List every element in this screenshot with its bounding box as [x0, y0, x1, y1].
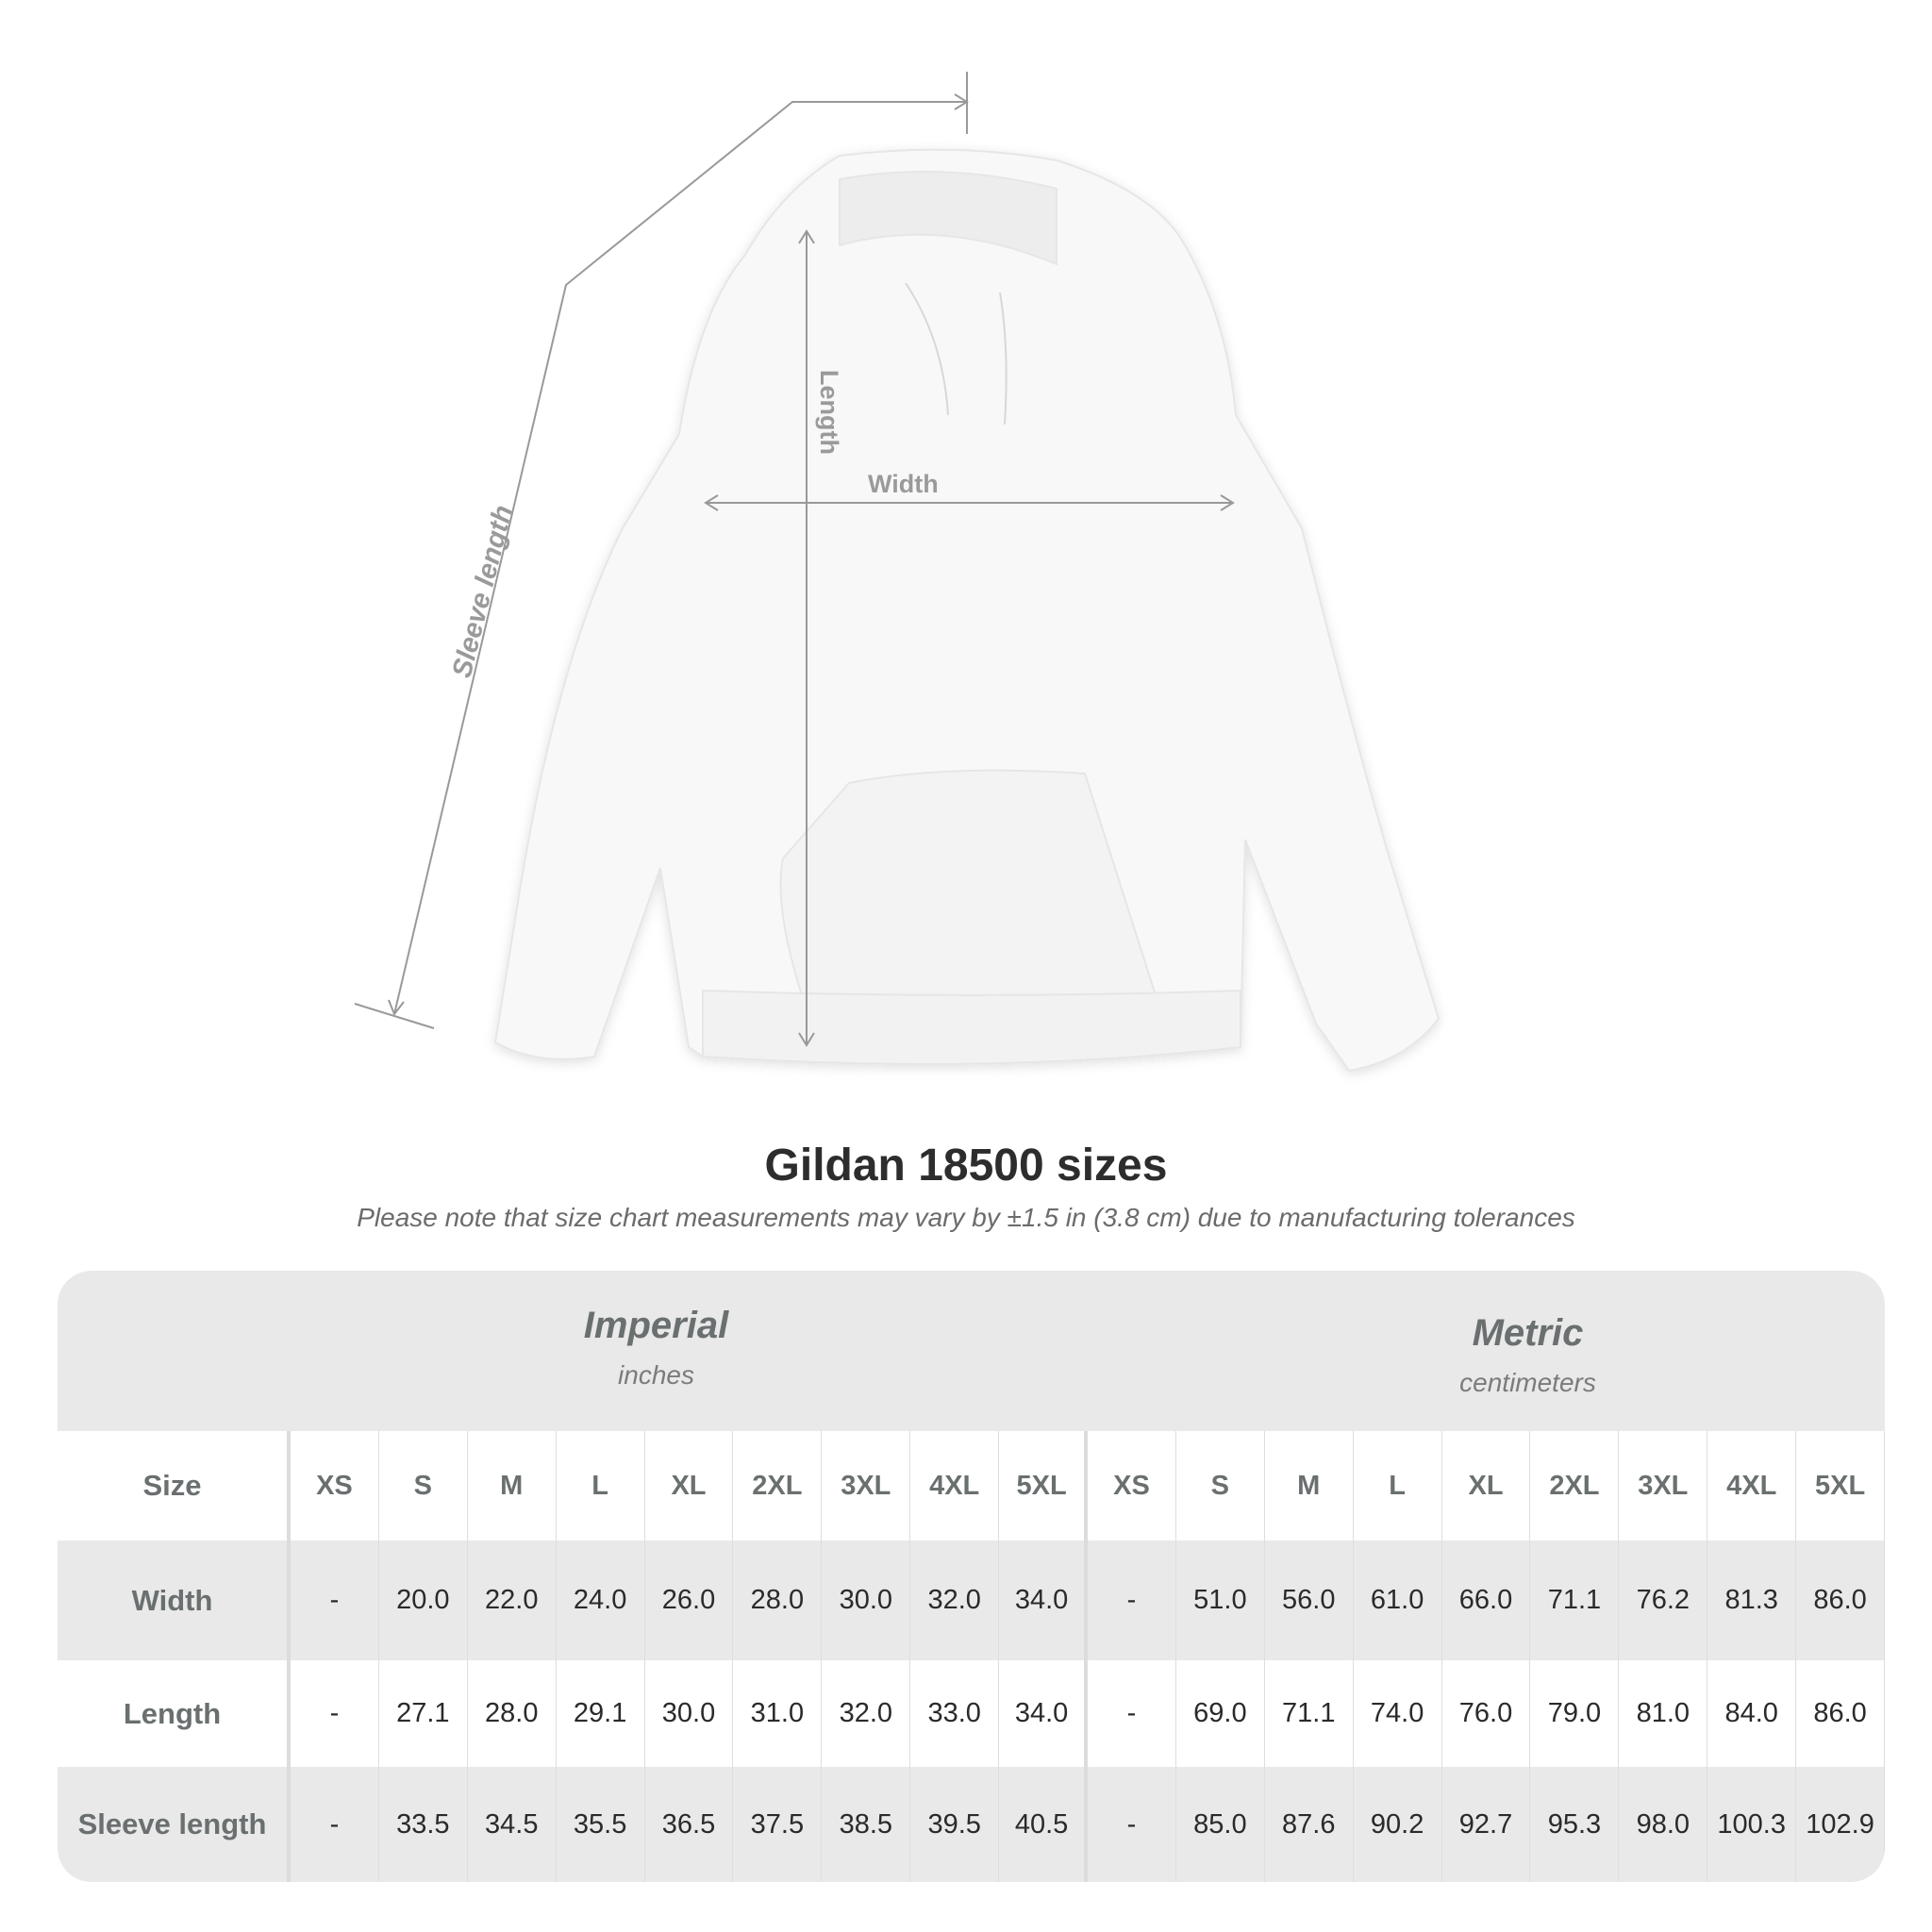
- table-cell: 32.0: [822, 1660, 911, 1767]
- table-cell: -: [1088, 1660, 1176, 1767]
- size-header-cell: XL: [645, 1431, 734, 1541]
- table-cell: 61.0: [1354, 1541, 1442, 1660]
- measure-lines: [354, 72, 1235, 1047]
- table-cell: 22.0: [468, 1541, 557, 1660]
- table-cell: 69.0: [1176, 1660, 1265, 1767]
- table-cell: 79.0: [1530, 1660, 1620, 1767]
- table-cell: 26.0: [645, 1541, 734, 1660]
- table-cell: 20.0: [379, 1541, 468, 1660]
- table-cell: 31.0: [733, 1660, 823, 1767]
- table-cell: 71.1: [1265, 1660, 1354, 1767]
- table-row: Length -27.1 28.0 29.1 30.0 31.0 32.0 33.0 34.0-…: [58, 1660, 1885, 1767]
- table-cell: 86.0: [1796, 1541, 1885, 1660]
- metric-header: Metric centimeters: [1129, 1312, 1885, 1398]
- width-label: Width: [868, 470, 939, 498]
- size-header-cell: 5XL: [999, 1431, 1089, 1541]
- size-header-cell: 2XL: [733, 1431, 823, 1541]
- table-cell: -: [1088, 1767, 1176, 1882]
- table-cell: -: [291, 1660, 379, 1767]
- table-cell: 30.0: [645, 1660, 734, 1767]
- table-cell: 27.1: [379, 1660, 468, 1767]
- table-cell: 29.1: [557, 1660, 645, 1767]
- hoodie-diagram: Sleeve length Length Width: [354, 72, 1441, 1073]
- row-label: Width: [58, 1541, 291, 1660]
- table-cell: 90.2: [1354, 1767, 1442, 1882]
- imperial-header: Imperial inches: [258, 1305, 1055, 1391]
- table-cell: 76.2: [1619, 1541, 1708, 1660]
- hoodie-image: [493, 148, 1441, 1073]
- size-header-cell: S: [379, 1431, 468, 1541]
- table-cell: 74.0: [1354, 1660, 1442, 1767]
- table-cell: 76.0: [1442, 1660, 1531, 1767]
- tolerance-note: Please note that size chart measurements…: [357, 1203, 1575, 1232]
- table-cell: -: [291, 1541, 379, 1660]
- size-header-cell: 2XL: [1530, 1431, 1620, 1541]
- sleeve-length-label: Sleeve length: [447, 503, 519, 681]
- metric-title: Metric: [1472, 1312, 1584, 1354]
- size-header-cell: M: [1265, 1431, 1354, 1541]
- table-header: Imperial inches Metric centimeters: [58, 1271, 1885, 1431]
- table-cell: 98.0: [1619, 1767, 1708, 1882]
- imperial-unit: inches: [618, 1360, 694, 1390]
- table-cell: 56.0: [1265, 1541, 1354, 1660]
- imperial-title: Imperial: [583, 1305, 729, 1346]
- table-cell: 84.0: [1707, 1660, 1797, 1767]
- table-cell: 38.5: [822, 1767, 911, 1882]
- table-cell: 86.0: [1796, 1660, 1885, 1767]
- table-cell: 33.5: [379, 1767, 468, 1882]
- table-row: Width -20.0 22.0 24.0 26.0 28.0 30.0 32.0 34.0-5…: [58, 1541, 1885, 1660]
- page-title: Gildan 18500 sizes: [764, 1141, 1168, 1191]
- table-cell: 28.0: [733, 1541, 823, 1660]
- size-header-cell: XS: [291, 1431, 379, 1541]
- table-cell: 24.0: [557, 1541, 645, 1660]
- size-header-cell: L: [557, 1431, 645, 1541]
- table-cell: 92.7: [1442, 1767, 1531, 1882]
- table-cell: 51.0: [1176, 1541, 1265, 1660]
- table-cell: 32.0: [910, 1541, 1000, 1660]
- size-header-cell: 4XL: [910, 1431, 1000, 1541]
- length-label: Length: [815, 370, 843, 455]
- table-cell: 39.5: [910, 1767, 1000, 1882]
- table-cell: 95.3: [1530, 1767, 1620, 1882]
- table-cell: 28.0: [468, 1660, 557, 1767]
- size-header-row: Size XS S M L XL 2XL 3XL 4XL 5XL XS S M L XL 2XL 3XL 4XL 5…: [58, 1431, 1885, 1541]
- table-cell: 71.1: [1530, 1541, 1620, 1660]
- table-cell: 81.0: [1619, 1660, 1708, 1767]
- table-cell: 66.0: [1442, 1541, 1531, 1660]
- size-header-cell: 3XL: [1619, 1431, 1708, 1541]
- table-cell: 37.5: [733, 1767, 823, 1882]
- table-cell: 36.5: [645, 1767, 734, 1882]
- size-table: Imperial inches Metric centimeters Size X…: [58, 1271, 1885, 1882]
- size-header-cell: L: [1354, 1431, 1442, 1541]
- table-cell: 34.0: [999, 1541, 1089, 1660]
- size-header-cell: M: [468, 1431, 557, 1541]
- table-cell: -: [1088, 1541, 1176, 1660]
- table-cell: 87.6: [1265, 1767, 1354, 1882]
- table-row: Sleeve length -33.5 34.5 35.5 36.5 37.5 38.5 39…: [58, 1767, 1885, 1882]
- size-header-cell: XL: [1442, 1431, 1531, 1541]
- size-header-cell: 4XL: [1707, 1431, 1797, 1541]
- size-header-cell: S: [1176, 1431, 1265, 1541]
- size-header-cell: 3XL: [822, 1431, 911, 1541]
- table-cell: 102.9: [1796, 1767, 1885, 1882]
- size-header-cell: XS: [1088, 1431, 1176, 1541]
- table-cell: 35.5: [557, 1767, 645, 1882]
- size-header-cell: 5XL: [1796, 1431, 1885, 1541]
- metric-unit: centimeters: [1459, 1368, 1596, 1397]
- table-cell: 81.3: [1707, 1541, 1797, 1660]
- table-cell: 34.5: [468, 1767, 557, 1882]
- table-cell: 85.0: [1176, 1767, 1265, 1882]
- row-label: Length: [58, 1660, 291, 1767]
- table-cell: 40.5: [999, 1767, 1089, 1882]
- table-cell: 100.3: [1707, 1767, 1797, 1882]
- table-cell: 33.0: [910, 1660, 1000, 1767]
- table-cell: 34.0: [999, 1660, 1089, 1767]
- row-label: Sleeve length: [58, 1767, 291, 1882]
- table-cell: 30.0: [822, 1541, 911, 1660]
- row-label: Size: [58, 1431, 291, 1541]
- table-cell: -: [291, 1767, 379, 1882]
